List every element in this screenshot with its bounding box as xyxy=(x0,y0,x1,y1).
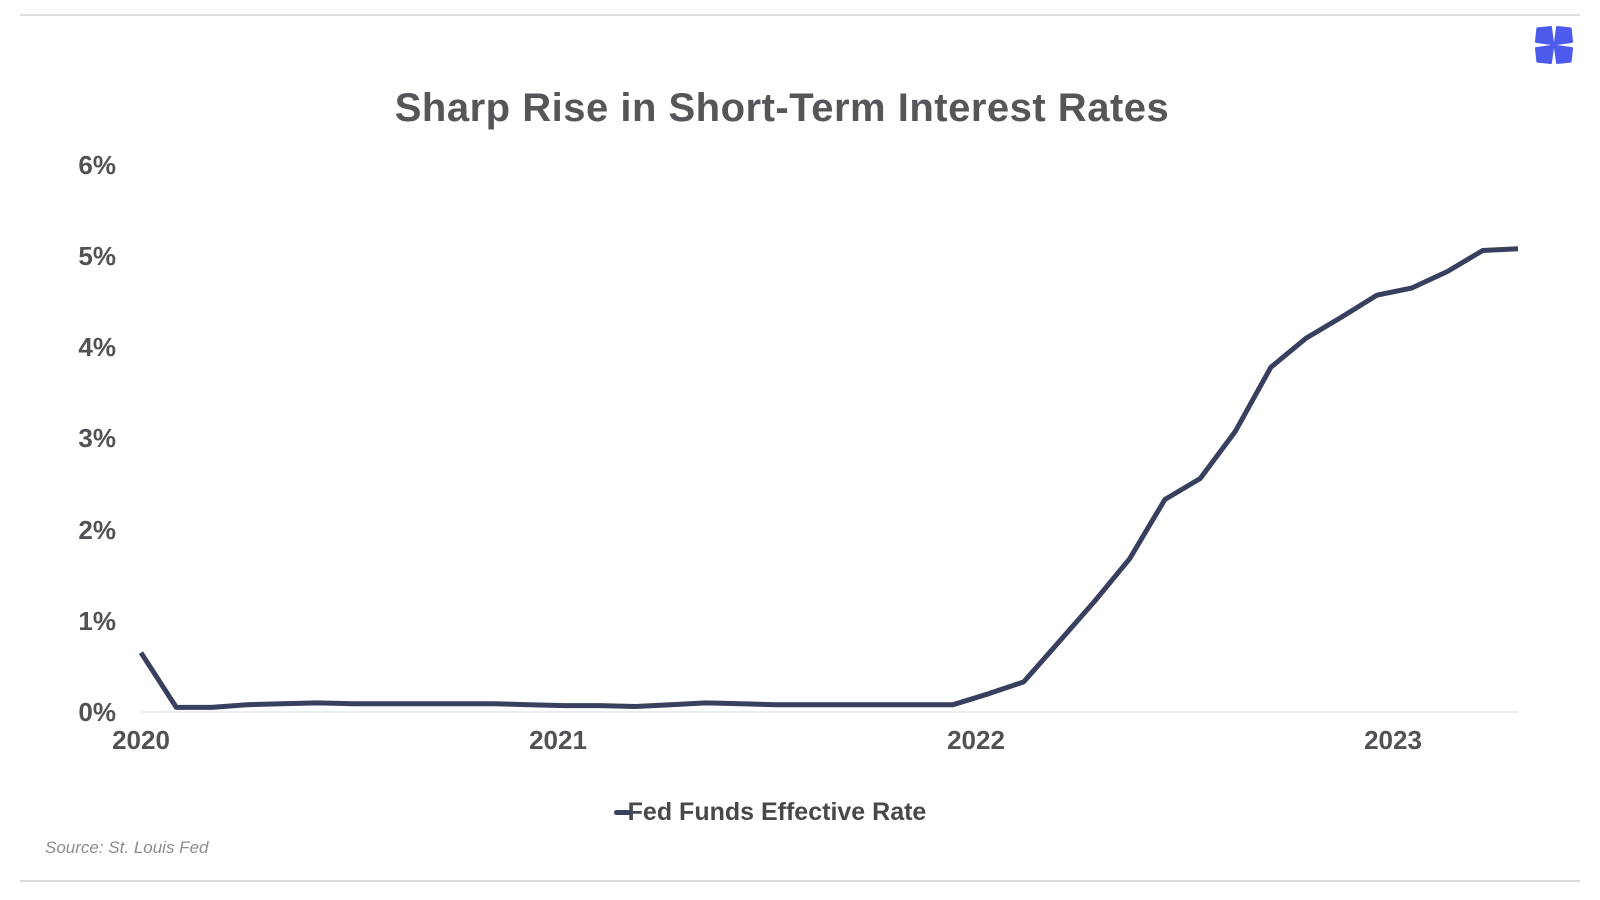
y-tick-label-2pct: 2% xyxy=(78,514,116,545)
logo-petal-bottom-right xyxy=(1553,44,1574,65)
brand-x-logo-icon xyxy=(1534,25,1574,65)
y-tick-label-4pct: 4% xyxy=(78,332,116,363)
x-tick-label-2021: 2021 xyxy=(529,725,587,755)
logo-petal-top-right xyxy=(1553,25,1574,46)
logo-petal-bottom-left xyxy=(1534,44,1555,65)
chart-title: Sharp Rise in Short-Term Interest Rates xyxy=(394,86,1170,130)
fed-funds-rate-line xyxy=(138,246,1519,710)
y-tick-label-1pct: 1% xyxy=(78,605,116,636)
legend-series-label: Fed Funds Effective Rate xyxy=(627,798,927,826)
y-tick-label-5pct: 5% xyxy=(78,241,116,271)
x-tick-label-2020: 2020 xyxy=(112,725,170,755)
card-bottom-border xyxy=(20,880,1580,882)
y-tick-label-6pct: 6% xyxy=(78,149,116,180)
x-tick-label-2023: 2023 xyxy=(1364,725,1422,755)
logo-petal-top-left xyxy=(1534,25,1555,46)
x-tick-label-2022: 2022 xyxy=(947,725,1005,755)
card-top-border xyxy=(20,14,1580,16)
chart-legend: Fed Funds Effective Rate xyxy=(0,798,1540,827)
y-tick-label-0pct: 0% xyxy=(78,697,116,727)
legend-line-marker xyxy=(613,810,631,815)
source-attribution: Source: St. Louis Fed xyxy=(45,838,209,857)
y-tick-label-3pct: 3% xyxy=(78,423,116,454)
